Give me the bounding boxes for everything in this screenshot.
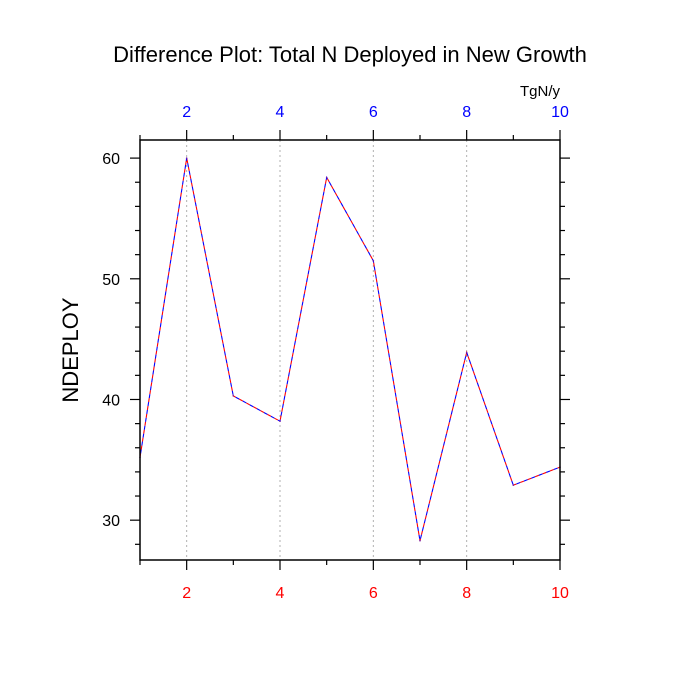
plot-frame	[139, 139, 561, 561]
x-tick-label-top: 10	[551, 104, 569, 121]
top-axis-unit: TgN/y	[520, 83, 561, 100]
series-line-red	[139, 157, 561, 541]
data-point	[325, 176, 328, 179]
x-tick-label-bottom: 8	[462, 585, 471, 602]
data-point	[372, 259, 375, 262]
series-layer	[139, 157, 561, 542]
ticks-layer	[130, 130, 570, 570]
y-tick-label: 60	[102, 151, 120, 168]
x-tick-label-top: 4	[276, 104, 285, 121]
x-tick-label-bottom: 2	[182, 585, 191, 602]
data-point	[279, 420, 281, 423]
x-tick-label-top: 8	[462, 104, 471, 121]
x-tick-label-top: 6	[369, 104, 378, 121]
y-tick-label: 30	[102, 513, 120, 530]
y-tick-label: 50	[102, 272, 120, 289]
data-point	[232, 395, 235, 397]
data-point	[419, 539, 421, 542]
y-tick-label: 40	[102, 392, 120, 409]
x-tick-label-top: 2	[182, 104, 191, 121]
x-tick-label-bottom: 4	[276, 585, 285, 602]
data-point	[465, 351, 468, 354]
data-point	[185, 157, 188, 159]
labels-layer: 2 2 4 4 6 6 8 8 10 10 30 40 50 60	[102, 104, 569, 602]
x-tick-label-bottom: 10	[551, 585, 569, 602]
data-point	[512, 484, 515, 486]
grid-layer	[186, 140, 468, 560]
chart-title: Difference Plot: Total N Deployed in New…	[113, 42, 587, 67]
x-tick-label-bottom: 6	[369, 585, 378, 602]
y-axis-label: NDEPLOY	[58, 297, 83, 402]
series-line-blue	[139, 157, 561, 541]
